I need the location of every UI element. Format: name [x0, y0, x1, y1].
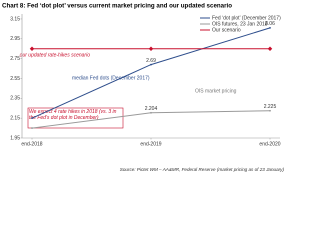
series-line	[31, 27, 271, 119]
source: Source: Pictet WM – AA&MR, Federal Reser…	[120, 167, 285, 172]
y-tick-label: 1.95	[10, 135, 20, 141]
x-tick-label: end-2020	[259, 141, 280, 147]
point	[150, 111, 152, 114]
y-tick-label: 2.75	[10, 56, 20, 62]
legend-label: Fed ‘dot plot’ (December 2017)	[212, 15, 281, 21]
y-tick-label: 2.15	[10, 115, 20, 121]
chart: Chart 8: Fed ‘dot plot’ versus current m…	[2, 3, 285, 173]
data-label: 2.225	[264, 104, 277, 110]
y-tick-label: 2.35	[10, 96, 20, 102]
point	[269, 109, 271, 112]
annotation-wrap: We expect 4 rate hikes in 2018 (vs. 3 in…	[29, 109, 117, 121]
data-label: 3.06	[265, 21, 275, 27]
x-tick-label: end-2019	[140, 141, 161, 147]
chart-title: Chart 8: Fed ‘dot plot’ versus current m…	[2, 3, 232, 10]
legend-label: Our scenario	[212, 27, 241, 33]
point	[269, 26, 271, 29]
annotation: our updated rate-hikes scenario	[20, 52, 91, 58]
x-tick-label: end-2018	[21, 141, 42, 147]
point	[150, 63, 152, 66]
annotation: We expect 4 rate hikes in 2018 (vs. 3 in…	[29, 109, 117, 121]
y-tick-label: 3.15	[10, 16, 20, 22]
legend-label: OIS futures, 23 Jan 2018	[212, 21, 268, 27]
marker	[29, 46, 35, 51]
marker	[148, 46, 154, 51]
y-tick-label: 2.95	[10, 36, 20, 42]
annotation-box	[27, 107, 124, 129]
annotation: OIS market pricing	[195, 88, 237, 94]
y-tick-label: 2.55	[10, 76, 20, 82]
point	[31, 117, 33, 120]
data-label: 2.69	[146, 58, 156, 64]
annotation: median Fed dots (December 2017)	[72, 75, 150, 81]
data-label: 2.204	[145, 106, 158, 112]
point	[31, 127, 33, 129]
marker	[267, 46, 273, 51]
